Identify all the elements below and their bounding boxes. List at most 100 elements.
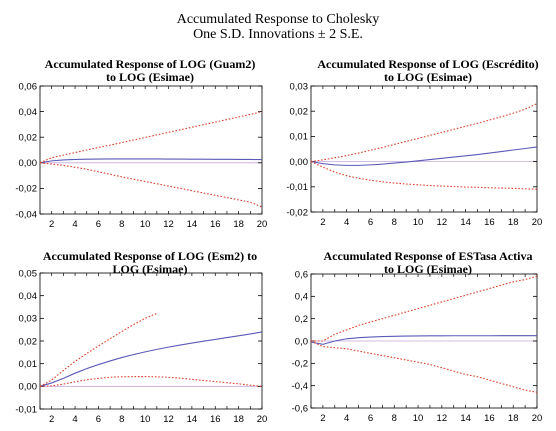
chart-escredito: -0,02 -0,01 0,00 0,01 0,02 0,03 2 4 6 8 10 12 14 16 18… (286, 81, 543, 228)
y-tick-label: 0,01 (19, 359, 38, 370)
panel-estasa-activa: Accumulated Response of ESTasa Activa to… (278, 250, 556, 431)
panel-title: Accumulated Response of ESTasa Activa to… (298, 250, 556, 276)
y-tick-label: -0,02 (15, 184, 37, 195)
x-tick-label: 14 (187, 414, 198, 425)
panel-escredito: Accumulated Response of LOG (Escrédito) … (278, 58, 556, 229)
series-line-upper (310, 103, 538, 163)
plot-frame (39, 85, 263, 215)
x-tick-label: 18 (233, 219, 244, 230)
y-tick-label: -0,01 (286, 182, 308, 193)
series-line-lower (310, 161, 538, 190)
y-tick-label: 0,00 (290, 157, 309, 168)
panel-title: Accumulated Response of LOG (Esm2) to LO… (20, 250, 280, 276)
y-tick-label: -0,01 (15, 404, 37, 415)
panel-title-line1: Accumulated Response of LOG (Escrédito) (317, 57, 539, 71)
plot-frame (39, 272, 263, 410)
x-tick-label: 10 (140, 414, 151, 425)
x-tick-label: 18 (508, 413, 519, 424)
x-tick-label: 14 (460, 217, 471, 228)
y-tick-label: 0,06 (19, 81, 38, 92)
x-tick-label: 20 (532, 413, 543, 424)
y-tick-label: 0,02 (290, 107, 309, 118)
panel-title-line2: LOG (Esimae) (112, 262, 188, 276)
x-tick-label: 4 (72, 219, 77, 230)
x-tick-label: 20 (532, 217, 543, 228)
y-tick-label: -0,6 (292, 403, 308, 414)
panel-title-line2: to LOG (Esimae) (384, 70, 472, 84)
panel-title-line1: Accumulated Response of ESTasa Activa (323, 249, 533, 263)
y-tick-label: 0,02 (19, 133, 38, 144)
panel-guam2: Accumulated Response of LOG (Guam2) to L… (0, 58, 280, 231)
x-tick-label: 2 (49, 414, 54, 425)
y-tick-label: 0,02 (19, 336, 38, 347)
series-line-response (310, 335, 537, 345)
plot-frame (310, 85, 538, 213)
x-tick-label: 4 (344, 217, 349, 228)
y-tick-label: 0,00 (19, 158, 38, 169)
y-tick-label: 0,03 (290, 81, 309, 92)
y-tick-label: 0,03 (19, 314, 38, 325)
x-tick-label: 12 (163, 219, 174, 230)
x-tick-label: 2 (320, 413, 325, 424)
panel-esm2: Accumulated Response of LOG (Esm2) to LO… (0, 250, 278, 431)
series-line-lower (39, 376, 263, 387)
y-tick-label: 0,00 (19, 382, 38, 393)
x-tick-label: 16 (210, 414, 221, 425)
chart-estasa-activa: -0,6 -0,4 -0,2 0,0 0,2 0,4 0,6 2 4 6 8 10 12 14 16 18 20 (292, 269, 543, 424)
y-tick-label: 0,4 (295, 292, 308, 303)
panel-title-line2: to LOG (Esimae) (106, 70, 194, 84)
x-tick-label: 18 (233, 414, 244, 425)
y-tick-label: 0,04 (19, 107, 38, 118)
series-line-response (39, 158, 263, 164)
x-tick-label: 16 (484, 217, 495, 228)
panel-title-line1: Accumulated Response of LOG (Esm2) to (42, 249, 258, 263)
y-tick-label: -0,02 (286, 207, 308, 218)
panel-title-line2: to LOG (Esimae) (384, 262, 472, 276)
x-tick-label: 20 (257, 414, 268, 425)
series-line-response (39, 331, 263, 387)
x-tick-label: 10 (413, 217, 424, 228)
y-tick-label: -0,04 (15, 209, 37, 220)
chart-esm2: -0,01 0,00 0,01 0,02 0,03 0,04 0,05 2 4 6 8 10 12 14 1… (15, 268, 268, 425)
y-tick-label: 0,01 (290, 132, 309, 143)
panel-title: Accumulated Response of LOG (Guam2) to L… (20, 58, 280, 84)
x-tick-label: 8 (119, 219, 124, 230)
series-line-upper (39, 111, 263, 164)
x-tick-label: 4 (72, 414, 77, 425)
x-tick-label: 10 (413, 413, 424, 424)
chart-guam2: -0,04 -0,02 0,00 0,02 0,04 0,06 2 4 6 8 10 12 14 16 18… (15, 81, 267, 230)
y-tick-label: -0,4 (292, 381, 308, 392)
x-tick-label: 4 (344, 413, 349, 424)
x-tick-label: 10 (140, 219, 151, 230)
figure-title: Accumulated Response to Cholesky One S.D… (0, 12, 556, 42)
x-tick-label: 12 (163, 414, 174, 425)
x-tick-label: 16 (484, 413, 495, 424)
x-tick-label: 18 (508, 217, 519, 228)
x-tick-label: 8 (392, 413, 397, 424)
x-tick-label: 2 (49, 219, 54, 230)
x-tick-label: 14 (187, 219, 198, 230)
y-tick-label: -0,2 (292, 359, 308, 370)
x-tick-label: 2 (320, 217, 325, 228)
x-tick-label: 16 (210, 219, 221, 230)
x-tick-label: 6 (96, 414, 101, 425)
x-tick-label: 6 (368, 413, 373, 424)
panel-title-line1: Accumulated Response of LOG (Guam2) (44, 57, 256, 71)
y-tick-label: 0,0 (295, 336, 308, 347)
series-line-lower (310, 340, 538, 393)
series-line-upper (39, 312, 158, 387)
y-tick-label: 0,6 (295, 269, 308, 280)
figure-title-line1: Accumulated Response to Cholesky (176, 12, 380, 27)
y-tick-label: 0,2 (295, 314, 308, 325)
series-line-response (310, 146, 538, 166)
x-tick-label: 6 (96, 219, 101, 230)
y-tick-label: 0,05 (19, 268, 38, 279)
series-line-upper (311, 275, 538, 342)
x-tick-label: 6 (368, 217, 373, 228)
series-line-lower (39, 162, 263, 208)
y-tick-label: 0,04 (19, 291, 38, 302)
x-tick-label: 14 (460, 413, 471, 424)
x-tick-label: 12 (437, 217, 448, 228)
x-tick-label: 8 (392, 217, 397, 228)
panel-title: Accumulated Response of LOG (Escrédito) … (298, 58, 556, 84)
